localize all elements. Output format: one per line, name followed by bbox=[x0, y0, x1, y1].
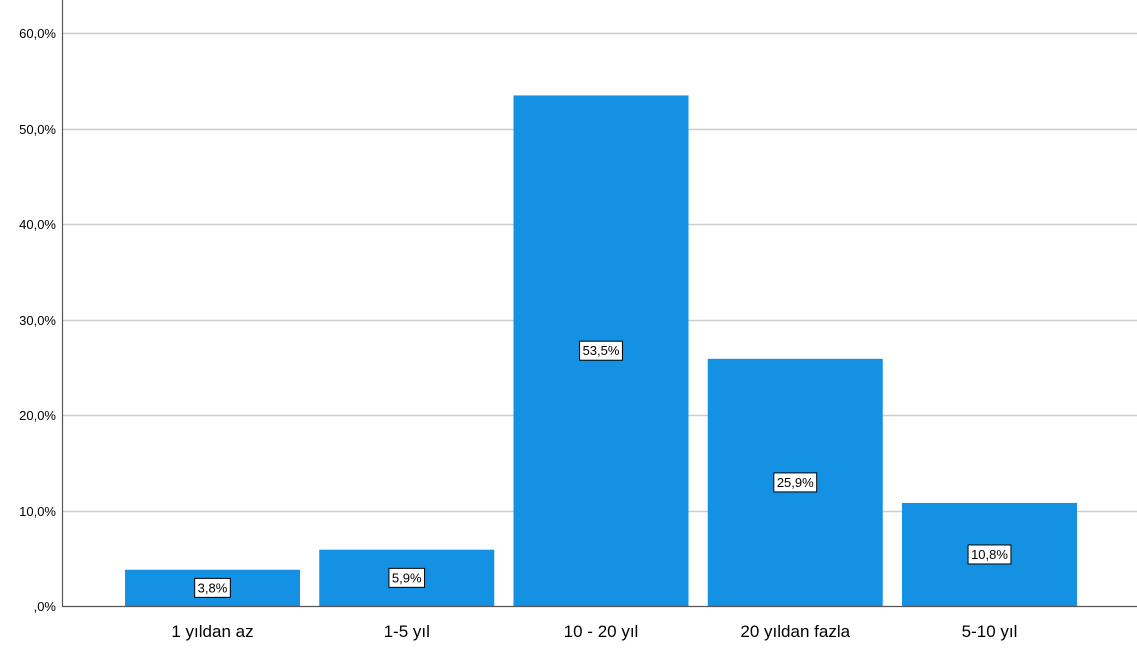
x-tick-label: 10 - 20 yıl bbox=[564, 622, 639, 641]
y-tick-label: 20,0% bbox=[19, 408, 56, 423]
y-tick-label: 10,0% bbox=[19, 504, 56, 519]
x-tick-labels: 1 yıldan az 1-5 yıl 10 - 20 yıl 20 yıldan f… bbox=[171, 622, 1017, 641]
axes bbox=[61, 0, 1137, 608]
data-label: 3,8% bbox=[194, 577, 231, 598]
data-label-text: 53,5% bbox=[583, 343, 620, 358]
data-label: 53,5% bbox=[579, 340, 623, 361]
y-tick-label: 60,0% bbox=[19, 26, 56, 41]
data-label-box bbox=[967, 544, 1012, 565]
y-tick-labels: ,0% 10,0% 20,0% 30,0% 40,0% 50,0% 60,0% bbox=[19, 26, 56, 614]
data-label-text: 5,9% bbox=[392, 570, 422, 585]
x-tick-label: 20 yıldan fazla bbox=[740, 622, 850, 641]
data-label-box bbox=[773, 472, 818, 493]
y-tick-label: ,0% bbox=[34, 599, 57, 614]
data-labels: 3,8% 5,9% 53,5% 25,9% 10,8% bbox=[194, 340, 1012, 598]
data-label-text: 3,8% bbox=[198, 580, 228, 595]
data-label: 10,8% bbox=[967, 544, 1012, 565]
y-tick-label: 40,0% bbox=[19, 217, 56, 232]
y-tick-label: 50,0% bbox=[19, 122, 56, 137]
data-label-box bbox=[388, 567, 426, 588]
x-tick-label: 1-5 yıl bbox=[384, 622, 430, 641]
x-tick-label: 1 yıldan az bbox=[171, 622, 253, 641]
data-label-box bbox=[579, 340, 623, 361]
x-tick-label: 5-10 yıl bbox=[962, 622, 1018, 641]
data-label: 5,9% bbox=[388, 567, 426, 588]
y-tick-label: 30,0% bbox=[19, 313, 56, 328]
data-label: 25,9% bbox=[773, 472, 818, 493]
data-label-text: 25,9% bbox=[777, 475, 814, 490]
data-label-text: 10,8% bbox=[971, 547, 1008, 562]
data-label-box bbox=[194, 577, 231, 598]
